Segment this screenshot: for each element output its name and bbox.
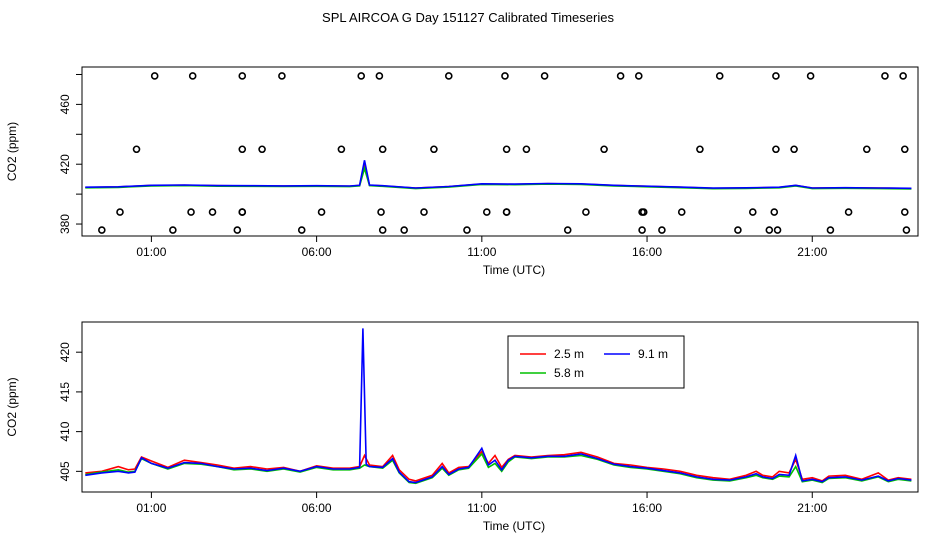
x-axis-label: Time (UTC) bbox=[483, 519, 545, 533]
scatter-point bbox=[132, 145, 141, 154]
x-tick-label: 06:00 bbox=[302, 245, 332, 259]
scatter-point bbox=[806, 72, 815, 80]
scatter-point bbox=[765, 226, 774, 234]
x-tick-label: 01:00 bbox=[136, 501, 166, 515]
scatter-point bbox=[638, 226, 646, 234]
scatter-point bbox=[772, 72, 780, 80]
scatter-point bbox=[238, 145, 247, 154]
scatter-point bbox=[169, 226, 177, 234]
scatter-point bbox=[563, 226, 572, 234]
scatter-point bbox=[715, 72, 724, 80]
series-line-25m bbox=[85, 450, 912, 482]
plot-frame bbox=[81, 66, 919, 237]
x-tick-label: 21:00 bbox=[797, 245, 827, 259]
legend-label: 9.1 m bbox=[638, 347, 668, 361]
x-tick-label: 21:00 bbox=[797, 501, 827, 515]
legend-label: 2.5 m bbox=[554, 347, 584, 361]
x-axis-label: Time (UTC) bbox=[483, 263, 545, 277]
legend: 2.5 m 5.8 m 9.1 m bbox=[507, 335, 685, 389]
scatter-point bbox=[639, 208, 648, 216]
scatter-point bbox=[899, 72, 907, 80]
series-line-58m bbox=[85, 452, 912, 485]
scatter-point bbox=[430, 145, 438, 154]
scatter-point bbox=[378, 145, 387, 154]
scatter-point bbox=[902, 226, 911, 234]
x-tick-label: 11:00 bbox=[467, 501, 496, 515]
scatter-point bbox=[582, 208, 590, 216]
scatter-point bbox=[420, 208, 428, 216]
scatter-point bbox=[337, 145, 346, 154]
scatter-point bbox=[278, 72, 286, 80]
x-tick-label: 01:00 bbox=[136, 245, 166, 259]
scatter-point bbox=[378, 226, 387, 234]
y-axis-label: CO2 (ppm) bbox=[5, 377, 19, 436]
scatter-point bbox=[187, 208, 195, 216]
y-tick-label: 405 bbox=[58, 461, 72, 481]
scatter-point bbox=[463, 226, 471, 234]
scatter-point bbox=[616, 72, 625, 80]
bottom-chart: 01:00 06:00 11:00 16:00 21:00 Time (UTC) 405 41… bbox=[5, 321, 919, 533]
y-tick-label: 380 bbox=[58, 214, 72, 234]
x-tick-label: 06:00 bbox=[302, 501, 332, 515]
scatter-point bbox=[208, 208, 217, 216]
scatter-point bbox=[238, 72, 247, 80]
scatter-point bbox=[881, 72, 889, 80]
scatter-point bbox=[233, 226, 242, 234]
scatter-point bbox=[900, 208, 909, 216]
scatter-point bbox=[482, 208, 491, 216]
scatter-point bbox=[116, 208, 124, 216]
x-tick-label: 11:00 bbox=[467, 245, 496, 259]
scatter-point bbox=[317, 208, 326, 216]
x-tick-label: 16:00 bbox=[632, 245, 662, 259]
scatter-point bbox=[540, 72, 549, 80]
scatter-point bbox=[862, 145, 871, 154]
series-line-91m bbox=[85, 328, 912, 484]
series-line-2 bbox=[85, 160, 912, 190]
scatter-point bbox=[773, 226, 782, 234]
legend-box bbox=[507, 335, 685, 389]
y-tick-label: 415 bbox=[58, 382, 72, 402]
scatter-point bbox=[188, 72, 197, 80]
scatter-point bbox=[748, 208, 757, 216]
figure-title: SPL AIRCOA G Day 151127 Calibrated Times… bbox=[322, 10, 614, 25]
top-chart: 01:00 06:00 11:00 16:00 21:00 Time (UTC) 380 42… bbox=[5, 66, 919, 277]
scatter-point bbox=[400, 226, 408, 234]
scatter-point bbox=[501, 72, 509, 80]
scatter-point bbox=[444, 72, 453, 80]
scatter-point bbox=[375, 72, 384, 80]
scatter-point bbox=[98, 226, 106, 234]
y-tick-label: 420 bbox=[58, 342, 72, 362]
legend-label: 5.8 m bbox=[554, 366, 584, 380]
scatter-point bbox=[677, 208, 686, 216]
scatter-point bbox=[357, 72, 366, 80]
scatter-point bbox=[258, 145, 266, 154]
scatter-point bbox=[772, 145, 780, 154]
scatter-point bbox=[297, 226, 306, 234]
y-axis-label: CO2 (ppm) bbox=[5, 122, 19, 181]
scatter-point bbox=[502, 208, 511, 216]
scatter-point bbox=[770, 208, 779, 216]
y-tick-label: 420 bbox=[58, 154, 72, 174]
scatter-point bbox=[522, 145, 531, 154]
scatter-point bbox=[377, 208, 385, 216]
scatter-point bbox=[826, 226, 835, 234]
scatter-point bbox=[658, 226, 666, 234]
plot-frame bbox=[81, 321, 919, 493]
scatter-point bbox=[696, 145, 704, 154]
y-tick-label: 460 bbox=[58, 94, 72, 114]
scatter-point bbox=[502, 145, 511, 154]
y-tick-label: 410 bbox=[58, 421, 72, 441]
scatter-point bbox=[634, 72, 643, 80]
x-tick-label: 16:00 bbox=[632, 501, 662, 515]
scatter-point bbox=[844, 208, 853, 216]
scatter-point bbox=[900, 145, 909, 154]
scatter-point bbox=[734, 226, 742, 234]
scatter-point bbox=[790, 145, 798, 154]
scatter-point bbox=[600, 145, 608, 154]
scatter-point bbox=[150, 72, 159, 80]
scatter-point bbox=[238, 208, 247, 216]
